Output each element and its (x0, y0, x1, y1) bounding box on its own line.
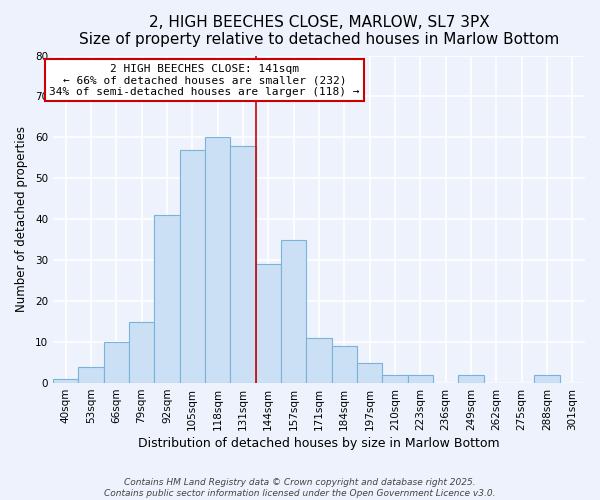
Bar (230, 146, 256, 383)
Bar (104, 342, 129, 383)
Bar (306, 338, 332, 383)
Bar (179, 150, 205, 383)
Bar (154, 215, 179, 383)
Bar (458, 375, 484, 383)
X-axis label: Distribution of detached houses by size in Marlow Bottom: Distribution of detached houses by size … (138, 437, 500, 450)
Bar (256, 264, 281, 383)
Title: 2, HIGH BEECHES CLOSE, MARLOW, SL7 3PX
Size of property relative to detached hou: 2, HIGH BEECHES CLOSE, MARLOW, SL7 3PX S… (79, 15, 559, 48)
Bar (382, 375, 407, 383)
Bar (53, 379, 78, 383)
Text: Contains HM Land Registry data © Crown copyright and database right 2025.
Contai: Contains HM Land Registry data © Crown c… (104, 478, 496, 498)
Text: 2 HIGH BEECHES CLOSE: 141sqm
← 66% of detached houses are smaller (232)
34% of s: 2 HIGH BEECHES CLOSE: 141sqm ← 66% of de… (49, 64, 360, 97)
Bar (535, 375, 560, 383)
Bar (78, 366, 104, 383)
Bar (332, 346, 357, 383)
Bar (281, 240, 306, 383)
Bar (407, 375, 433, 383)
Y-axis label: Number of detached properties: Number of detached properties (15, 126, 28, 312)
Bar (129, 322, 154, 383)
Bar (205, 138, 230, 383)
Bar (357, 362, 382, 383)
